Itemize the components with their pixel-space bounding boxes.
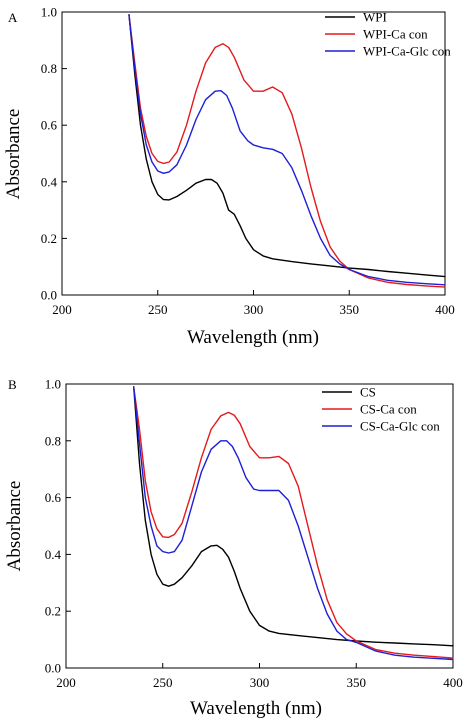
y-tick-label: 1.0 xyxy=(41,5,57,20)
panel-b-y-axis-title: Absorbance xyxy=(4,481,25,572)
y-tick-label: 0.2 xyxy=(41,231,57,246)
legend-label-cs: CS xyxy=(360,385,376,400)
legend-label-cs-ca-glc-con: CS-Ca-Glc con xyxy=(360,419,440,434)
y-tick-label: 0.4 xyxy=(41,174,58,189)
panel-b: B 200 250 300 350 400 0.0 0.2 0.4 0.6 0.8 1.0 Wav… xyxy=(4,377,463,720)
panel-a-y-axis-title: Absorbance xyxy=(3,109,24,200)
panel-a-x-axis-title: Wavelength (nm) xyxy=(187,327,319,348)
y-tick-label: 1.0 xyxy=(45,377,61,392)
series-line-cs-ca-con xyxy=(133,386,454,659)
panel-a-x-ticks: 200 250 300 350 400 xyxy=(52,290,455,317)
panel-a-y-ticks: 0.0 0.2 0.4 0.6 0.8 1.0 xyxy=(41,5,67,303)
panel-a-series xyxy=(128,14,446,288)
legend-label-wpi-ca-con: WPI-Ca con xyxy=(363,27,428,42)
x-tick-label: 400 xyxy=(443,675,463,690)
panel-a-legend: WPI WPI-Ca con WPI-Ca-Glc con xyxy=(325,10,451,59)
y-tick-label: 0.2 xyxy=(45,604,61,619)
panel-b-label: B xyxy=(8,377,17,392)
x-tick-label: 200 xyxy=(56,675,76,690)
legend-label-wpi-ca-glc-con: WPI-Ca-Glc con xyxy=(363,44,451,59)
x-tick-label: 350 xyxy=(347,675,367,690)
x-tick-label: 350 xyxy=(340,302,360,317)
y-tick-label: 0.4 xyxy=(45,547,62,562)
panel-a-label: A xyxy=(8,10,18,25)
panel-b-legend: CS CS-Ca con CS-Ca-Glc con xyxy=(322,385,440,434)
x-tick-label: 300 xyxy=(250,675,270,690)
series-line-wpi-ca-glc-con xyxy=(128,14,446,286)
panel-b-y-ticks: 0.0 0.2 0.4 0.6 0.8 1.0 xyxy=(45,377,71,676)
y-tick-label: 0.0 xyxy=(41,288,57,303)
series-line-cs-ca-glc-con xyxy=(133,386,454,661)
panel-b-x-ticks: 200 250 300 350 400 xyxy=(56,663,463,690)
panel-b-x-axis-title: Wavelength (nm) xyxy=(190,698,322,719)
series-line-wpi xyxy=(128,14,446,278)
y-tick-label: 0.8 xyxy=(41,61,57,76)
panel-b-series xyxy=(133,386,454,661)
y-tick-label: 0.0 xyxy=(45,661,61,676)
legend-label-cs-ca-con: CS-Ca con xyxy=(360,402,417,417)
x-tick-label: 400 xyxy=(435,302,455,317)
y-tick-label: 0.6 xyxy=(41,118,58,133)
y-tick-label: 0.8 xyxy=(45,433,61,448)
series-line-cs xyxy=(133,386,454,647)
series-line-wpi-ca-con xyxy=(128,14,446,288)
y-tick-label: 0.6 xyxy=(45,490,62,505)
x-tick-label: 300 xyxy=(244,302,264,317)
x-tick-label: 250 xyxy=(148,302,168,317)
legend-label-wpi: WPI xyxy=(363,10,387,25)
x-tick-label: 200 xyxy=(52,302,72,317)
x-tick-label: 250 xyxy=(153,675,173,690)
panel-a: A 200 250 300 350 400 0.0 0.2 0.4 0.6 0.8 1.0 Wav… xyxy=(3,5,455,349)
